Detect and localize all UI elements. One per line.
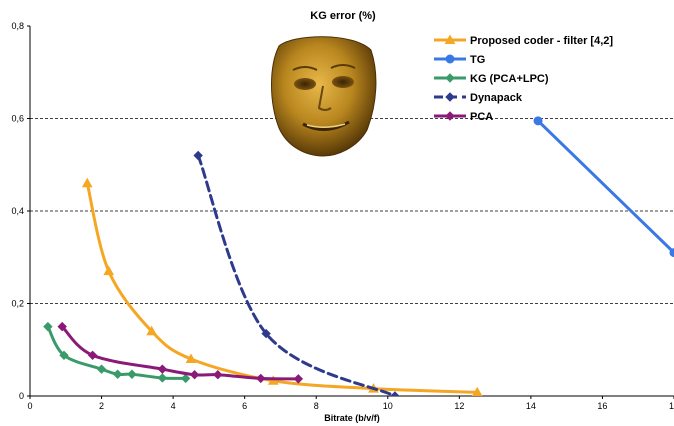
data-point — [533, 116, 543, 126]
series-1 — [533, 116, 674, 258]
data-point — [57, 321, 67, 332]
series-line — [196, 154, 397, 396]
chart-title: KG error (%) — [310, 10, 376, 22]
series-4 — [57, 321, 304, 384]
face-image — [271, 36, 377, 157]
legend-marker — [444, 34, 456, 44]
legend-label: Proposed coder - filter [4,2] — [470, 35, 613, 47]
legend-marker — [445, 54, 455, 64]
legend-label: PCA — [470, 111, 493, 123]
data-point — [146, 325, 157, 336]
legend-label: TG — [470, 54, 485, 66]
data-point — [261, 328, 271, 339]
x-tick-label: 2 — [99, 401, 104, 411]
y-tick-label: 0,2 — [11, 299, 24, 309]
x-axis-title: Bitrate (b/v/f) — [324, 413, 380, 423]
legend-item: KG (PCA+LPC) — [434, 73, 549, 85]
axes — [27, 25, 674, 399]
data-point — [213, 370, 223, 380]
legend-item: Dynapack — [434, 92, 523, 104]
x-tick-label: 8 — [314, 401, 319, 411]
legend-marker — [445, 92, 455, 102]
data-point — [157, 373, 168, 383]
data-point — [59, 350, 69, 361]
data-point — [96, 364, 107, 374]
data-point — [193, 150, 203, 161]
data-point — [189, 370, 200, 380]
data-point — [127, 369, 137, 379]
y-tick-label: 0,4 — [11, 206, 24, 216]
legend-marker — [445, 73, 455, 83]
x-tick-label: 0 — [27, 401, 32, 411]
x-tick-label: 6 — [242, 401, 247, 411]
data-point — [256, 373, 266, 384]
data-point — [87, 350, 98, 361]
y-tick-labels: 0 0,2 0,4 0,6 0,8 — [11, 21, 24, 401]
data-point — [112, 369, 123, 379]
data-point — [185, 353, 197, 363]
x-tick-label: 4 — [171, 401, 176, 411]
data-point — [180, 373, 191, 384]
legend-item: TG — [434, 54, 485, 66]
x-tick-label: 10 — [383, 401, 393, 411]
data-point — [81, 177, 93, 188]
series-line — [536, 119, 674, 255]
y-tick-label: 0,6 — [11, 114, 24, 124]
legend-item: Proposed coder - filter [4,2] — [434, 34, 613, 47]
series-2 — [43, 321, 191, 384]
series-line — [85, 181, 479, 394]
y-tick-label: 0,8 — [11, 21, 24, 31]
x-tick-labels: 0 2 4 6 8 10 12 14 16 18 — [27, 401, 674, 411]
legend-marker — [445, 111, 455, 121]
x-tick-label: 12 — [454, 401, 464, 411]
data-point — [157, 364, 168, 374]
x-tick-label: 16 — [597, 401, 607, 411]
x-tick-label: 14 — [526, 401, 536, 411]
x-tick-label: 18 — [669, 401, 674, 411]
data-point — [669, 248, 674, 258]
data-point — [43, 321, 53, 332]
data-point — [390, 391, 400, 396]
series-3 — [193, 150, 400, 396]
data-point — [103, 265, 115, 276]
y-tick-label: 0 — [19, 391, 24, 401]
data-point — [293, 374, 304, 384]
legend: Proposed coder - filter [4,2] TG KG (PCA+L… — [434, 34, 613, 123]
legend-item: PCA — [434, 111, 493, 123]
legend-label: KG (PCA+LPC) — [470, 73, 549, 85]
legend-label: Dynapack — [470, 92, 523, 104]
series-layer — [43, 116, 674, 396]
data-point — [472, 386, 483, 396]
